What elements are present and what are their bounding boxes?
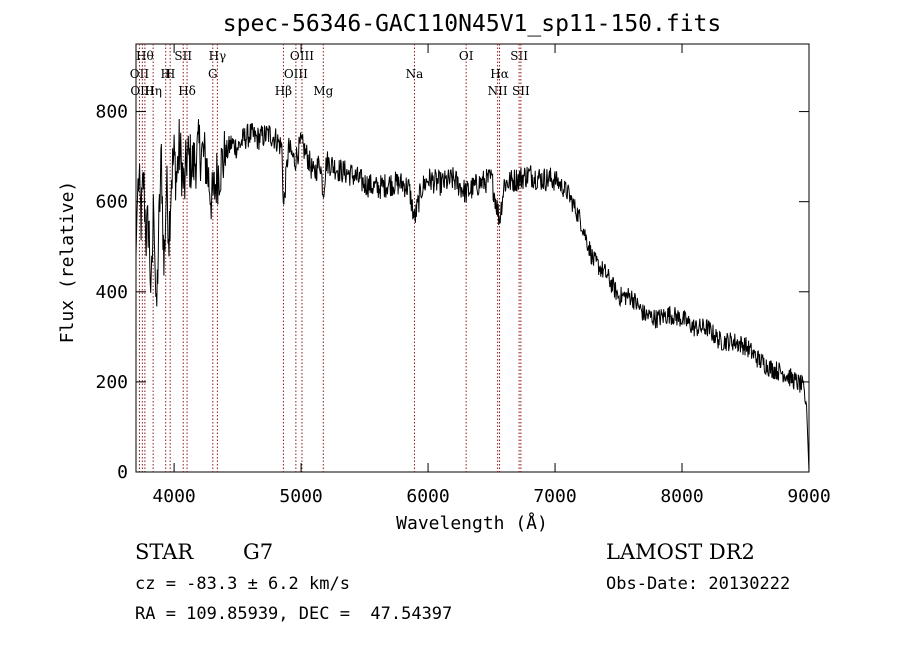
- y-axis-label: Flux (relative): [57, 181, 78, 344]
- object-class: STAR: [135, 540, 194, 564]
- y-tick-label: 400: [95, 282, 128, 303]
- coordinates: RA = 109.85939, DEC = 47.54397: [135, 604, 453, 624]
- obs-date: Obs-Date: 20130222: [606, 574, 791, 594]
- line-marker-label: Hθ: [136, 49, 154, 63]
- line-marker-label: Hδ: [178, 84, 196, 98]
- line-marker-label: Hη: [144, 84, 162, 98]
- line-marker-label: OIII: [284, 67, 308, 81]
- plot-frame: [135, 43, 810, 473]
- line-marker-label: Mg: [313, 84, 333, 98]
- x-tick-label: 6000: [406, 486, 449, 507]
- line-marker-label: SII: [510, 49, 528, 63]
- line-marker-label: OI: [459, 49, 474, 63]
- x-tick-label: 4000: [152, 486, 195, 507]
- x-tick-label: 5000: [279, 486, 322, 507]
- y-tick-label: 600: [95, 192, 128, 213]
- line-marker-label: SII: [512, 84, 530, 98]
- x-tick-label: 7000: [533, 486, 576, 507]
- y-tick-label: 200: [95, 372, 128, 393]
- line-markers: OIIOIIIHθHηHHSIIHδGHγHβOIIIOIIIMgNaOINII…: [130, 44, 530, 472]
- object-subclass: G7: [243, 540, 274, 564]
- line-marker-label: Hγ: [209, 49, 227, 63]
- line-marker-label: SII: [174, 49, 192, 63]
- line-marker-label: NII: [488, 84, 508, 98]
- y-tick-label: 0: [117, 462, 128, 483]
- line-marker-label: OIII: [290, 49, 314, 63]
- x-tick-label: 8000: [660, 486, 703, 507]
- line-marker-label: OIII: [130, 84, 154, 98]
- line-marker-label: Hβ: [275, 84, 292, 98]
- x-axis-label: Wavelength (Å): [396, 512, 548, 534]
- line-marker-label: H: [165, 67, 175, 81]
- survey-name: LAMOST DR2: [606, 540, 755, 564]
- line-marker-label: G: [208, 67, 218, 81]
- chart-title: spec-56346-GAC110N45V1_sp11-150.fits: [223, 11, 722, 37]
- x-tick-label: 9000: [787, 486, 830, 507]
- redshift-readout: cz = -83.3 ± 6.2 km/s: [135, 574, 350, 594]
- line-marker-label: OII: [130, 67, 150, 81]
- line-marker-label: Na: [406, 67, 424, 81]
- axis-ticks: 4000 5000 6000 7000 8000 9000 0 200 400 600 800: [95, 44, 831, 507]
- y-tick-label: 800: [95, 102, 128, 123]
- line-marker-label: H: [160, 67, 170, 81]
- line-marker-label: Hα: [490, 67, 509, 81]
- spectrum-line: [135, 118, 810, 473]
